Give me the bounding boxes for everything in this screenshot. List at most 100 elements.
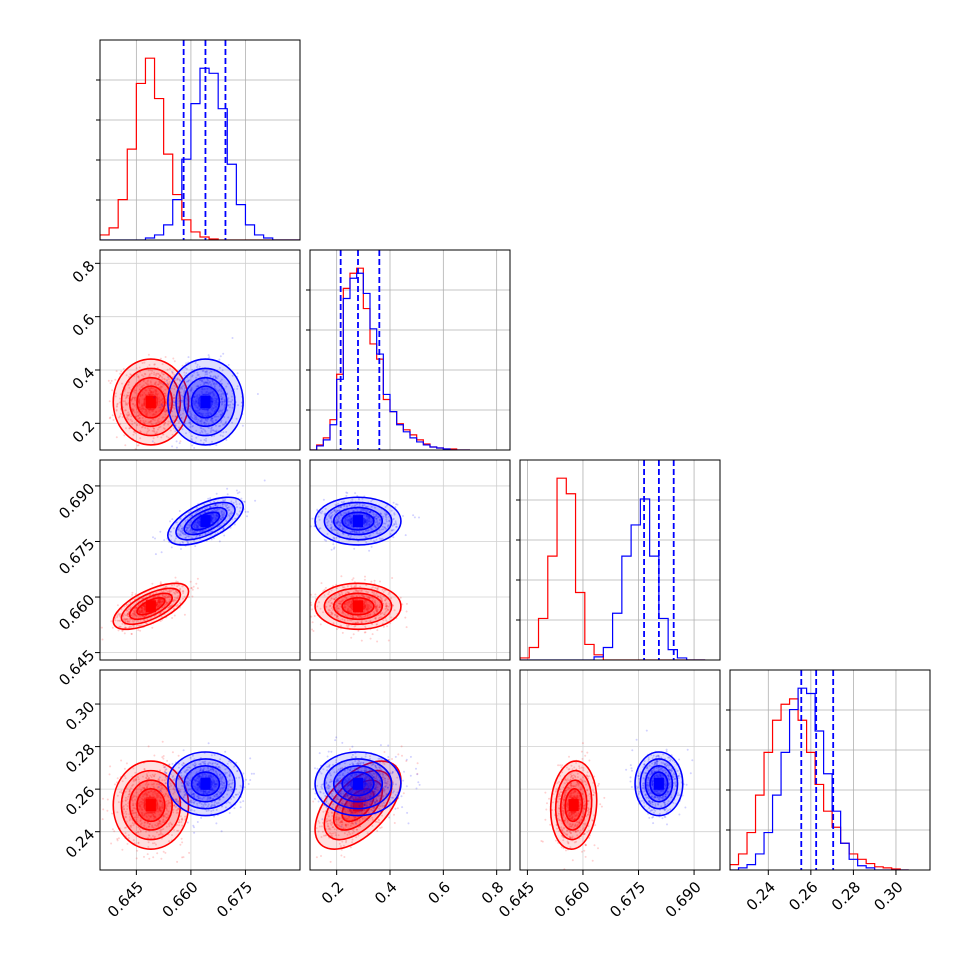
sample-point-red bbox=[161, 601, 163, 604]
sample-point-red bbox=[375, 592, 378, 595]
sample-point-blue bbox=[190, 435, 193, 438]
sample-point-red bbox=[141, 606, 144, 609]
sample-point-red bbox=[188, 851, 191, 854]
sample-point-blue bbox=[160, 551, 163, 554]
sample-point-red bbox=[141, 393, 144, 396]
sample-point-blue bbox=[215, 429, 218, 432]
sample-point-red bbox=[360, 612, 363, 615]
sample-point-blue bbox=[231, 406, 234, 409]
sample-point-blue bbox=[173, 401, 176, 404]
sample-point-blue bbox=[197, 515, 200, 517]
sample-point-blue bbox=[365, 505, 368, 508]
sample-point-red bbox=[137, 414, 140, 417]
sample-point-blue bbox=[362, 531, 365, 534]
sample-point-blue bbox=[337, 540, 340, 542]
sample-point-red bbox=[132, 809, 135, 812]
sample-point-blue bbox=[181, 527, 184, 530]
sample-point-red bbox=[177, 584, 180, 587]
sample-point-red bbox=[127, 620, 130, 623]
sample-point-red bbox=[151, 414, 154, 416]
sample-point-red bbox=[130, 633, 133, 635]
sample-point-blue bbox=[378, 537, 381, 540]
sample-point-red bbox=[178, 821, 181, 824]
sample-point-red bbox=[375, 609, 377, 612]
sample-point-red bbox=[172, 788, 175, 791]
sample-point-blue bbox=[201, 530, 204, 533]
sample-point-blue bbox=[330, 526, 333, 529]
sample-point-red bbox=[124, 614, 127, 617]
sample-point-red bbox=[374, 586, 377, 589]
sample-point-red bbox=[142, 407, 145, 410]
sample-point-red bbox=[148, 823, 151, 826]
sample-point-red bbox=[346, 609, 349, 612]
sample-point-blue bbox=[350, 520, 353, 523]
sample-point-blue bbox=[384, 513, 387, 516]
sample-point-red bbox=[333, 598, 336, 601]
sample-point-red bbox=[157, 392, 159, 395]
sample-point-blue bbox=[348, 515, 351, 518]
sample-point-red bbox=[138, 805, 141, 808]
sample-point-blue bbox=[374, 525, 377, 528]
sample-point-blue bbox=[208, 505, 211, 508]
sample-point-red bbox=[116, 838, 119, 840]
sample-point-red bbox=[148, 389, 151, 392]
sample-point-red bbox=[154, 411, 157, 414]
sample-point-red bbox=[143, 787, 146, 790]
sample-point-blue bbox=[363, 535, 366, 538]
sample-point-blue bbox=[217, 415, 220, 418]
sample-point-blue bbox=[215, 408, 217, 411]
sample-point-blue bbox=[190, 531, 193, 534]
sample-point-red bbox=[149, 811, 152, 814]
sample-point-red bbox=[157, 420, 160, 423]
sample-point-red bbox=[134, 771, 137, 774]
sample-point-red bbox=[132, 795, 135, 798]
sample-point-blue bbox=[210, 400, 213, 403]
sample-point-red bbox=[148, 373, 151, 376]
sample-point-blue bbox=[360, 509, 363, 512]
sample-point-red bbox=[355, 621, 358, 624]
sample-point-red bbox=[334, 606, 337, 609]
sample-point-red bbox=[106, 798, 109, 801]
sample-point-blue bbox=[202, 383, 205, 386]
sample-point-red bbox=[341, 618, 344, 621]
sample-point-blue bbox=[194, 416, 197, 419]
sample-point-red bbox=[152, 392, 155, 394]
sample-point-blue bbox=[198, 521, 201, 524]
sample-point-red bbox=[137, 444, 140, 447]
sample-point-red bbox=[140, 426, 143, 429]
sample-point-red bbox=[155, 843, 157, 846]
sample-point-blue bbox=[186, 542, 189, 545]
sample-point-red bbox=[145, 394, 147, 397]
sample-point-red bbox=[152, 797, 155, 800]
sample-point-red bbox=[368, 596, 371, 599]
sample-point-blue bbox=[320, 512, 323, 515]
sample-point-red bbox=[179, 387, 182, 390]
sample-point-red bbox=[340, 597, 343, 600]
sample-point-red bbox=[157, 794, 160, 797]
sample-point-blue bbox=[370, 510, 373, 513]
sample-point-blue bbox=[198, 405, 200, 408]
sample-point-red bbox=[341, 611, 344, 614]
sample-point-red bbox=[146, 816, 148, 819]
sample-point-blue bbox=[211, 380, 214, 383]
sample-point-blue bbox=[369, 511, 372, 513]
sample-point-blue bbox=[203, 388, 206, 391]
sample-point-blue bbox=[193, 403, 196, 406]
sample-point-red bbox=[149, 407, 152, 410]
sample-point-red bbox=[189, 404, 191, 407]
sample-point-red bbox=[129, 817, 132, 820]
sample-point-red bbox=[153, 430, 156, 433]
sample-point-blue bbox=[214, 516, 217, 518]
sample-point-red bbox=[172, 397, 175, 400]
sample-point-red bbox=[386, 609, 389, 612]
sample-point-blue bbox=[365, 514, 368, 517]
sample-point-red bbox=[166, 795, 169, 798]
sample-point-red bbox=[145, 409, 148, 412]
sample-point-red bbox=[364, 600, 367, 603]
sample-point-blue bbox=[396, 503, 399, 506]
sample-point-red bbox=[176, 378, 179, 380]
sample-point-red bbox=[347, 591, 350, 594]
sample-point-blue bbox=[220, 410, 222, 413]
sample-point-red bbox=[137, 375, 139, 378]
sample-point-red bbox=[157, 601, 160, 604]
